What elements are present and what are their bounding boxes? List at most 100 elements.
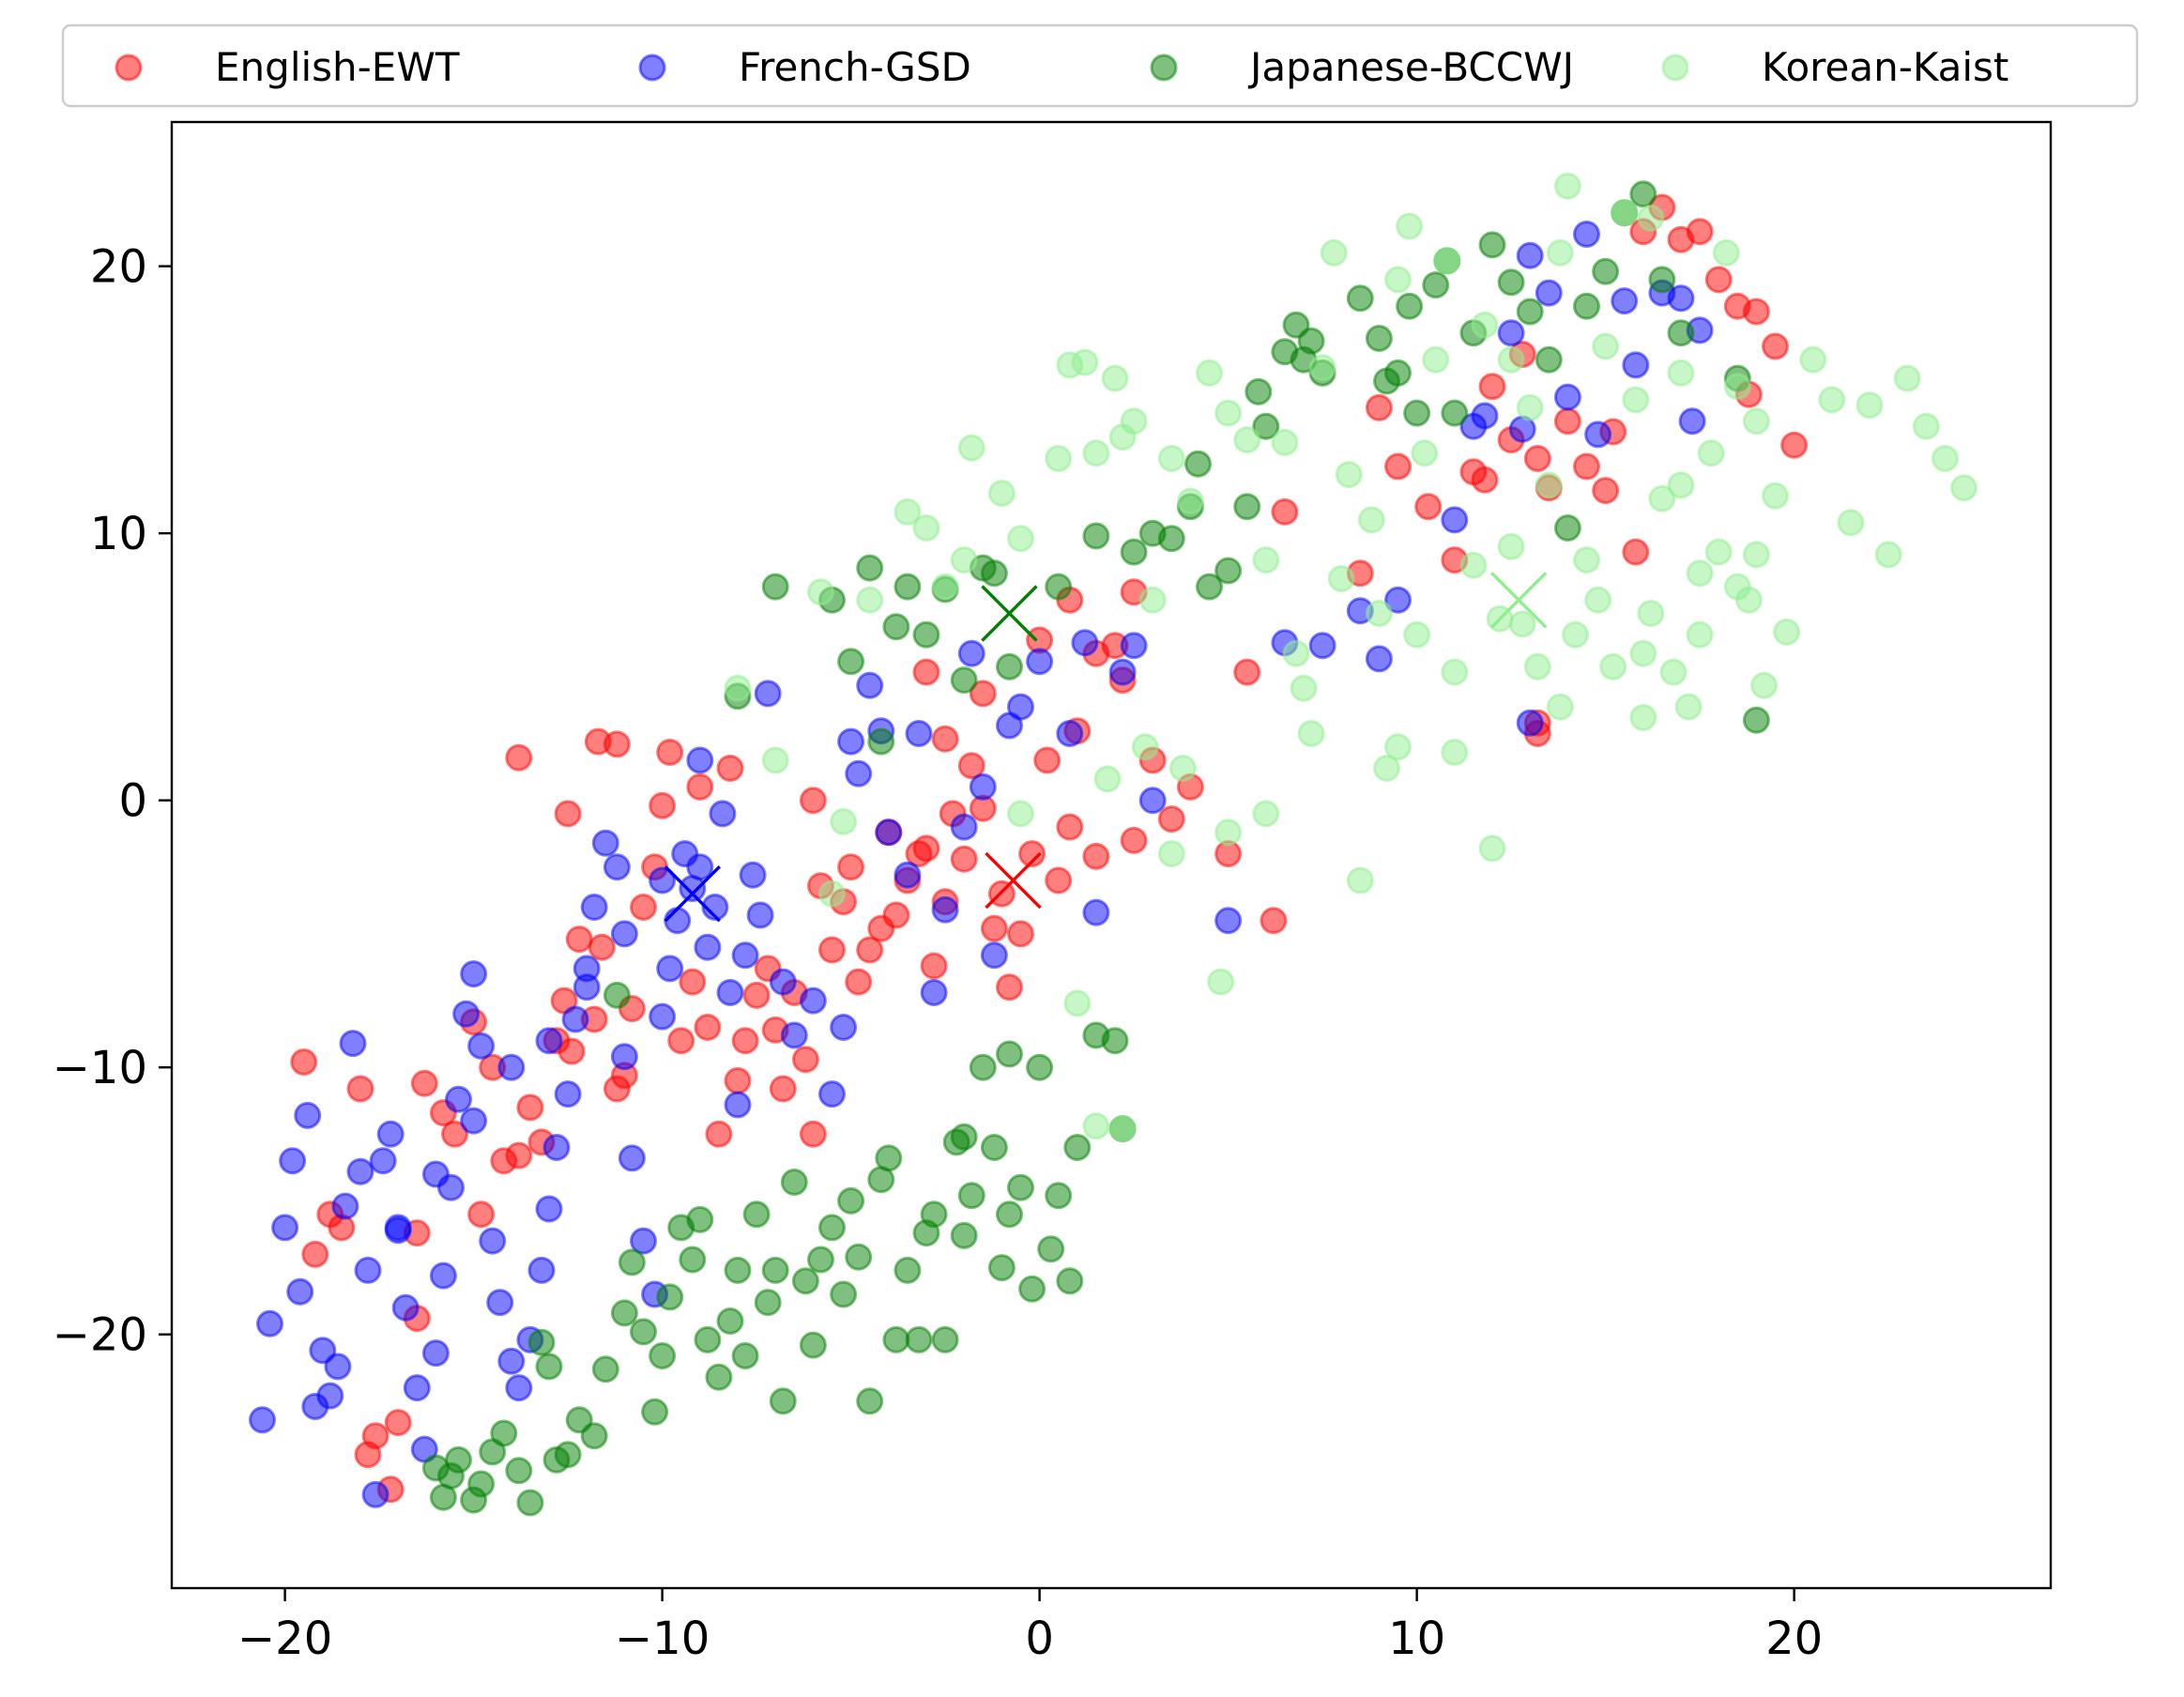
point-0 <box>1018 840 1046 868</box>
point-1 <box>875 818 903 847</box>
point-1 <box>554 1080 582 1108</box>
point-1 <box>1553 383 1581 411</box>
point-0 <box>667 1027 695 1055</box>
point-2 <box>1667 319 1695 347</box>
point-3 <box>950 546 978 574</box>
point-2 <box>830 1280 858 1308</box>
point-2 <box>1441 399 1469 427</box>
x-tick-label: −10 <box>615 1613 710 1665</box>
point-0 <box>1622 538 1650 566</box>
point-3 <box>1252 546 1280 574</box>
point-2 <box>1214 557 1243 585</box>
point-1 <box>686 746 714 774</box>
point-1 <box>731 941 759 970</box>
point-2 <box>1629 180 1657 208</box>
point-2 <box>875 1144 903 1172</box>
point-1 <box>591 829 619 857</box>
point-0 <box>1120 826 1148 854</box>
point-1 <box>1056 720 1084 747</box>
point-0 <box>1157 805 1185 833</box>
point-2 <box>649 1342 677 1369</box>
point-2 <box>1384 359 1412 387</box>
point-2 <box>950 1221 978 1249</box>
point-2 <box>724 1256 752 1284</box>
point-2 <box>987 1254 1016 1282</box>
point-3 <box>1592 332 1620 360</box>
point-1 <box>256 1309 283 1338</box>
point-0 <box>731 1027 759 1055</box>
point-3 <box>1327 565 1355 592</box>
point-2 <box>950 666 978 695</box>
point-3 <box>1411 439 1439 467</box>
point-0 <box>1742 298 1770 326</box>
point-1 <box>724 1091 752 1119</box>
point-3 <box>1214 399 1243 427</box>
y-tick-label: −20 <box>53 1309 147 1362</box>
point-0 <box>557 1037 586 1065</box>
point-3 <box>1723 373 1751 401</box>
point-3 <box>1108 1115 1137 1143</box>
legend-entry-3: Korean-Kaist <box>1661 44 2008 90</box>
legend-entry-2: Japanese-BCCWJ <box>1150 44 1574 90</box>
point-2 <box>1297 327 1325 355</box>
point-2 <box>807 1246 834 1274</box>
point-3 <box>1629 704 1657 731</box>
point-1 <box>279 1147 307 1175</box>
point-2 <box>1045 573 1073 601</box>
point-0 <box>912 658 940 686</box>
point-2 <box>445 1445 472 1474</box>
point-1 <box>1308 632 1336 660</box>
point-3 <box>1497 532 1525 560</box>
point-0 <box>630 894 657 921</box>
point-1 <box>384 1214 412 1242</box>
point-3 <box>1704 538 1733 566</box>
point-0 <box>742 981 771 1009</box>
point-3 <box>1422 345 1450 374</box>
point-0 <box>505 1141 533 1170</box>
point-3 <box>1176 487 1204 515</box>
point-0 <box>1082 842 1110 870</box>
point-1 <box>905 720 933 747</box>
legend-label: French-GSD <box>739 44 971 90</box>
point-0 <box>882 901 910 929</box>
point-3 <box>1516 393 1544 421</box>
point-1 <box>1622 351 1650 379</box>
point-2 <box>837 648 865 676</box>
point-1 <box>649 1002 677 1031</box>
point-3 <box>1562 620 1589 649</box>
point-3 <box>1659 658 1688 686</box>
point-3 <box>1403 620 1431 649</box>
point-2 <box>591 1355 619 1384</box>
point-3 <box>830 807 858 835</box>
point-1 <box>893 861 922 889</box>
point-3 <box>1045 445 1073 472</box>
point-1 <box>603 853 631 881</box>
point-2 <box>780 1169 808 1196</box>
point-1 <box>316 1382 344 1410</box>
point-0 <box>565 925 593 954</box>
point-2 <box>490 1419 518 1447</box>
point-3 <box>1357 506 1385 534</box>
point-3 <box>987 480 1016 507</box>
point-0 <box>724 1066 752 1094</box>
point-2 <box>893 1256 922 1284</box>
point-0 <box>931 725 959 753</box>
point-2 <box>580 1422 608 1450</box>
point-3 <box>1478 834 1506 863</box>
point-1 <box>271 1214 299 1242</box>
point-3 <box>1637 600 1665 627</box>
point-2 <box>705 1363 733 1391</box>
point-1 <box>716 979 744 1006</box>
point-3 <box>1384 266 1412 294</box>
point-3 <box>1297 720 1325 747</box>
point-3 <box>1497 345 1525 374</box>
point-3 <box>1082 439 1110 467</box>
point-2 <box>920 1200 948 1229</box>
point-1 <box>1441 506 1469 534</box>
centroid-stroke <box>664 865 721 923</box>
point-1 <box>460 1107 488 1135</box>
point-2 <box>931 1325 959 1353</box>
point-3 <box>1214 818 1243 847</box>
point-3 <box>1912 412 1940 440</box>
point-2 <box>716 1307 744 1335</box>
